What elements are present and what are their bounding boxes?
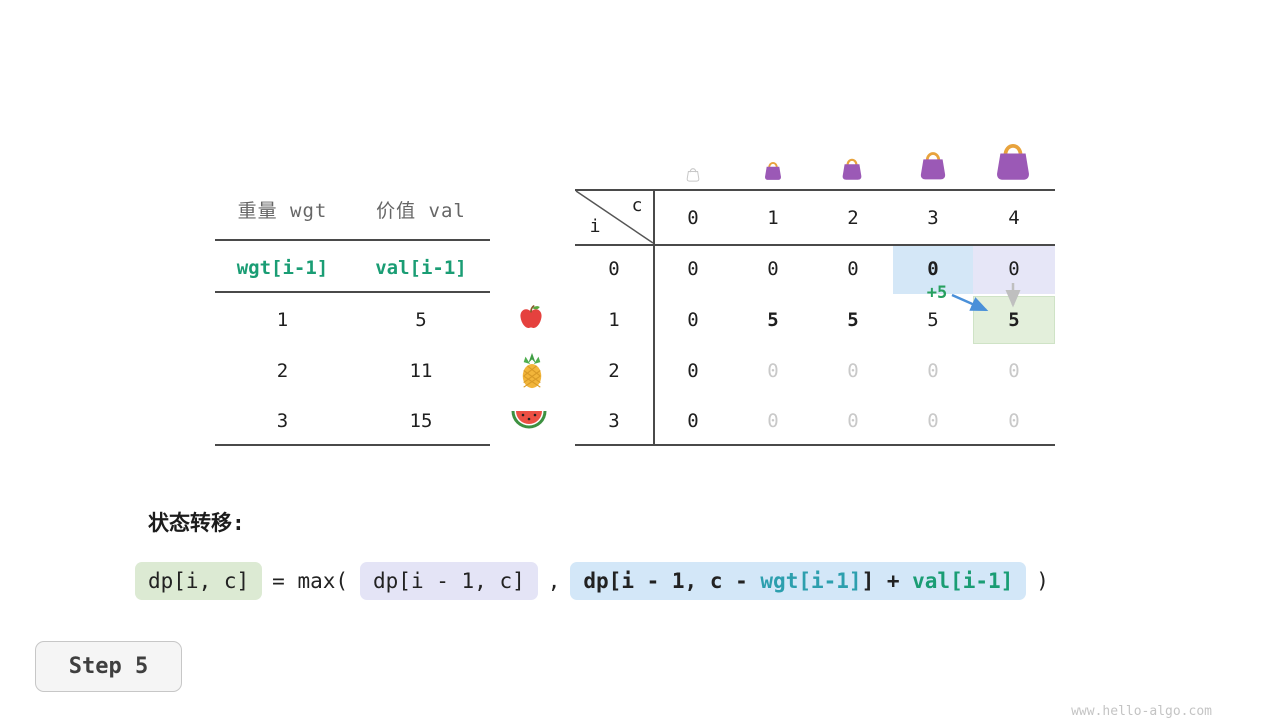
apple-icon [520, 305, 542, 328]
formula-term-take-val: val[i-1] [912, 569, 1014, 593]
items-table-val-formula: val[i-1] [375, 257, 467, 279]
formula-term-take: dp[i - 1, c - wgt[i-1]] + val[i-1] [570, 562, 1027, 600]
dp-cell-1-0: 0 [687, 309, 699, 331]
item-row-3-val: 15 [409, 410, 433, 432]
formula-term-skip: dp[i - 1, c] [360, 562, 538, 600]
formula-lhs: dp[i, c] [135, 562, 263, 600]
dp-cell-2-2: 0 [847, 360, 859, 382]
item-row-3-wgt: 3 [276, 410, 289, 432]
col-header-4: 4 [1008, 207, 1020, 229]
items-table-divider-bottom [215, 444, 490, 446]
formula-term-take-prefix: dp[i - 1, c - [583, 569, 761, 593]
formula-close-paren: ) [1036, 569, 1049, 593]
dp-cell-0-2: 0 [847, 258, 859, 280]
corner-col-var: c [631, 195, 643, 216]
step-button[interactable]: Step 5 [35, 641, 182, 692]
bag-empty-icon [686, 168, 700, 182]
items-table-header-val: 价值 val [376, 200, 466, 222]
dp-cell-2-0: 0 [687, 360, 699, 382]
col-header-3: 3 [927, 207, 939, 229]
dp-table-divider-vertical [653, 189, 655, 446]
highlight-source-cell-left [893, 246, 973, 294]
dp-cell-2-3: 0 [927, 360, 939, 382]
dp-cell-1-1: 5 [767, 309, 779, 331]
col-header-1: 1 [767, 207, 779, 229]
pineapple-icon [522, 352, 542, 389]
row-header-1: 1 [608, 309, 620, 331]
dp-cell-3-1: 0 [767, 410, 779, 432]
dp-cell-2-4: 0 [1008, 360, 1020, 382]
formula-equals-max: = max( [272, 569, 349, 593]
dp-cell-0-0: 0 [687, 258, 699, 280]
watermark: www.hello-algo.com [1071, 704, 1212, 719]
item-row-1-val: 5 [415, 309, 427, 331]
arrow-take-item [951, 293, 989, 312]
dp-table-corner-diagonal [575, 190, 654, 244]
item-row-2-wgt: 2 [276, 360, 289, 382]
row-header-2: 2 [608, 360, 620, 382]
dp-cell-3-0: 0 [687, 410, 699, 432]
bag-small-icon [765, 162, 781, 180]
col-header-0: 0 [687, 207, 699, 229]
watermelon-icon [511, 411, 547, 429]
item-row-2-val: 11 [409, 360, 433, 382]
dp-cell-0-4: 0 [1008, 258, 1020, 280]
dp-table-border-bottom [575, 444, 1055, 446]
dp-cell-1-3: 5 [927, 309, 939, 331]
plus-value-annotation: +5 [926, 283, 948, 303]
dp-cell-0-1: 0 [767, 258, 779, 280]
dp-cell-1-2: 5 [847, 309, 859, 331]
dp-table-border-top [575, 189, 1055, 191]
dp-cell-1-4: 5 [1008, 309, 1020, 331]
bag-xlarge-icon [997, 144, 1029, 180]
row-header-3: 3 [608, 410, 620, 432]
transition-arrows [951, 283, 1021, 312]
row-header-0: 0 [608, 258, 620, 280]
transition-label: 状态转移: [148, 511, 245, 535]
transition-formula: dp[i, c] = max( dp[i - 1, c] , dp[i - 1,… [135, 560, 1059, 602]
corner-row-var: i [589, 216, 601, 237]
formula-term-take-infix: ] + [861, 569, 913, 593]
dp-cell-0-3: 0 [927, 258, 939, 280]
formula-term-take-wgt: wgt[i-1] [760, 569, 862, 593]
col-header-2: 2 [847, 207, 859, 229]
dp-cell-3-4: 0 [1008, 410, 1020, 432]
items-table-divider-header [215, 239, 490, 241]
dp-cell-3-2: 0 [847, 410, 859, 432]
item-row-1-wgt: 1 [276, 309, 289, 331]
dp-cell-3-3: 0 [927, 410, 939, 432]
dp-table-divider-header [575, 244, 1055, 246]
bag-medium-icon [842, 158, 862, 180]
dp-cell-2-1: 0 [767, 360, 779, 382]
bag-large-icon [920, 152, 946, 180]
items-table-header-wgt: 重量 wgt [237, 200, 328, 222]
formula-comma: , [547, 569, 561, 593]
items-table-wgt-formula: wgt[i-1] [236, 257, 329, 279]
items-table-divider-formula [215, 291, 490, 293]
